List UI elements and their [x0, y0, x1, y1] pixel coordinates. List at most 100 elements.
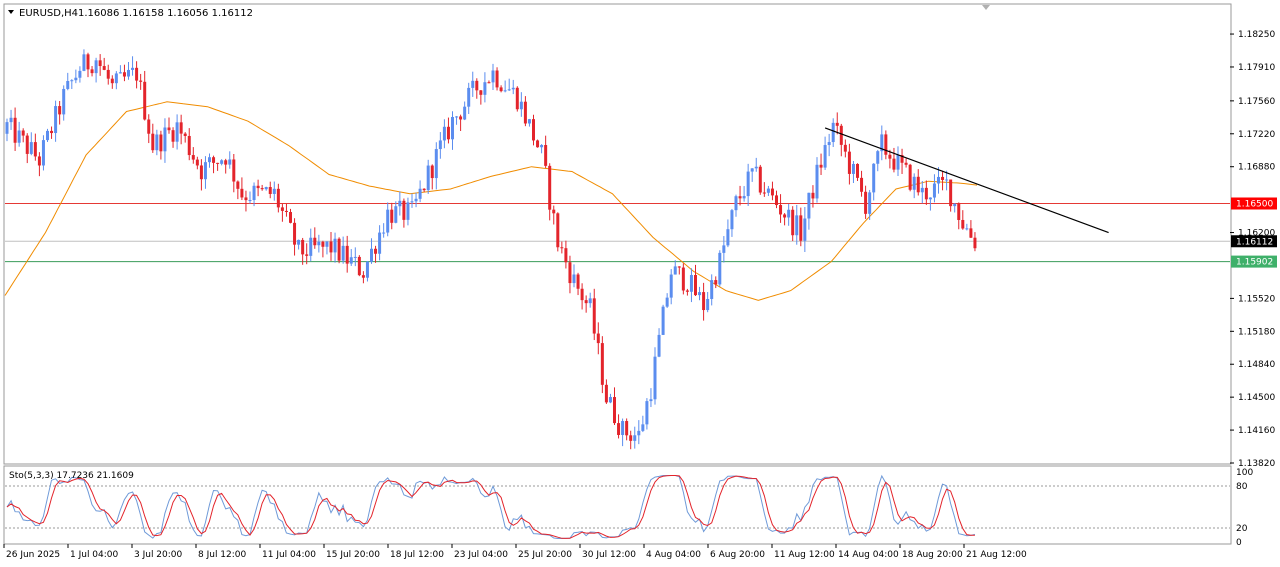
candle-body: [937, 176, 940, 184]
candle-body: [677, 266, 681, 268]
candle-body: [941, 176, 945, 180]
candle-body: [556, 213, 560, 248]
candle-body: [309, 237, 313, 256]
stochastic-panel-frame: [3, 465, 1232, 545]
candle-body: [78, 70, 82, 78]
candle-body: [625, 421, 629, 436]
candle-body: [74, 77, 78, 81]
candle-body: [491, 70, 495, 83]
price-tick-label: 1.14160: [1238, 426, 1275, 436]
candle-body: [568, 262, 572, 284]
candle-body: [880, 134, 884, 152]
candle-body: [698, 292, 702, 296]
candle-body: [657, 334, 661, 357]
candle-body: [576, 274, 580, 289]
moving-average-layer: [4, 101, 978, 301]
time-axis: 26 Jun 2025 1 Jul 04:00 3 Jul 20:00 8 Jul 1…: [3, 544, 1027, 560]
candle-body: [430, 165, 434, 179]
price-tick-label: 1.16200: [1238, 229, 1275, 239]
candle-body: [507, 89, 511, 91]
candle-body: [572, 274, 576, 284]
candle-body: [438, 140, 442, 150]
moving-average-line: [4, 101, 978, 301]
chart-shift-marker-icon[interactable]: [982, 5, 990, 10]
candle-body: [159, 134, 163, 152]
price-tick-label: 1.18250: [1238, 30, 1275, 40]
candle-body: [122, 72, 126, 77]
candle-body: [216, 162, 220, 164]
candle-body: [398, 200, 402, 207]
candle-body: [50, 130, 54, 134]
candle-body: [750, 168, 754, 172]
candle-body: [106, 69, 110, 79]
candle-body: [519, 101, 523, 110]
candle-body: [775, 195, 778, 206]
candle-body: [382, 232, 386, 234]
candle-body: [560, 247, 564, 249]
resistance-trendline[interactable]: [824, 127, 1109, 234]
price-badge-label: 1.16500: [1236, 199, 1273, 209]
candle-body: [131, 67, 135, 70]
candle-body: [110, 78, 114, 84]
candle-body: [722, 245, 726, 253]
candle-body: [13, 117, 17, 143]
candle-body: [904, 162, 908, 165]
price-badge: [1231, 235, 1277, 248]
time-tick-label: 18 Jul 12:00: [390, 550, 444, 560]
candle-body: [345, 245, 349, 264]
symbol-dropdown-icon[interactable]: [8, 10, 14, 14]
price-tick-label: 1.17560: [1238, 97, 1275, 107]
candle-body: [803, 218, 807, 241]
candle-body: [920, 187, 924, 193]
candle-body: [779, 205, 783, 215]
candle-body: [738, 196, 742, 199]
candle-body: [487, 82, 491, 84]
candle-body: [584, 300, 588, 304]
price-tick-label: 1.14840: [1238, 360, 1275, 370]
candle-body: [924, 187, 928, 200]
candle-body: [191, 155, 195, 160]
candle-body: [762, 192, 766, 194]
candle-body: [305, 254, 309, 256]
time-tick-label: 11 Aug 12:00: [774, 550, 835, 560]
candle-body: [455, 116, 459, 118]
candle-body: [414, 198, 418, 202]
candle-body: [515, 87, 519, 110]
candle-body: [171, 130, 175, 142]
time-tick-label: 25 Jul 20:00: [518, 550, 572, 560]
candle-body: [851, 163, 855, 174]
candle-body: [378, 232, 382, 254]
candle-body: [503, 90, 507, 92]
candle-body: [596, 333, 600, 344]
candle-body: [536, 140, 540, 148]
candle-body: [459, 116, 463, 120]
candle-body: [588, 298, 592, 304]
candle-body: [617, 423, 621, 435]
candle-body: [451, 116, 454, 140]
candle-body: [746, 171, 750, 197]
candle-body: [973, 237, 977, 249]
candle-body: [770, 188, 774, 196]
candle-body: [422, 188, 426, 191]
candle-body: [791, 209, 795, 236]
candle-body: [58, 106, 62, 115]
candle-body: [317, 241, 321, 246]
candle-body: [212, 157, 216, 163]
candle-body: [900, 155, 904, 163]
candle-body: [98, 60, 102, 67]
time-tick-label: 11 Jul 04:00: [262, 550, 316, 560]
candle-body: [167, 127, 171, 131]
candle-body: [665, 297, 669, 307]
price-tick-label: 1.14500: [1238, 393, 1275, 403]
candle-body: [365, 261, 369, 278]
candle-body: [475, 80, 479, 91]
symbol-timeframe[interactable]: EURUSD,H4: [19, 8, 78, 19]
candle-body: [248, 200, 252, 202]
candle-body: [969, 228, 973, 238]
candle-body: [434, 149, 438, 179]
candle-body: [410, 201, 414, 203]
time-tick-label: 21 Aug 12:00: [966, 550, 1027, 560]
candle-body: [544, 145, 548, 166]
candle-body: [532, 119, 535, 141]
candle-body: [714, 280, 718, 285]
